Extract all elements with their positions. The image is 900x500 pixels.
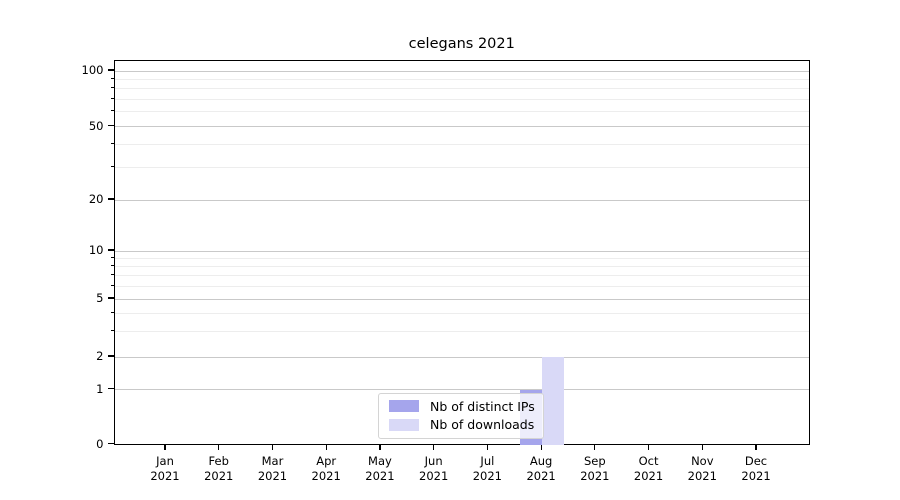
y-tickmark-minor — [110, 311, 114, 313]
bar-nb-of-downloads-aug — [542, 357, 565, 445]
y-gridline-minor — [114, 285, 809, 287]
x-tick-label-sep: Sep 2021 — [580, 453, 610, 483]
y-tickmark-minor — [110, 142, 114, 144]
y-gridline-minor — [114, 88, 809, 90]
x-tick-label-mar: Mar 2021 — [257, 453, 288, 483]
x-tickmark — [594, 444, 596, 450]
y-tickmark-minor — [110, 77, 114, 79]
y-tickmark-minor — [110, 256, 114, 258]
x-tickmark — [433, 444, 435, 450]
y-gridline-major — [114, 298, 809, 300]
y-gridline-minor — [114, 78, 809, 80]
chart-title: celegans 2021 — [408, 36, 515, 52]
y-tickmark — [108, 442, 114, 445]
y-tickmark-minor — [110, 110, 114, 112]
x-tick-label-apr: Apr 2021 — [311, 453, 341, 483]
y-gridline-minor — [114, 143, 809, 145]
y-gridline-minor — [114, 111, 809, 113]
y-tickmark — [108, 355, 114, 357]
y-tick-label: 0 — [96, 436, 104, 451]
y-tickmark — [108, 124, 114, 127]
x-tick-label-dec: Dec 2021 — [741, 453, 771, 483]
y-gridline-major — [114, 70, 809, 72]
y-tickmark-minor — [110, 264, 114, 266]
x-tickmark — [325, 444, 327, 450]
x-tick-label-nov: Nov 2021 — [687, 453, 717, 483]
y-gridline-minor — [114, 166, 809, 168]
y-tickmark — [108, 387, 114, 390]
y-tick-label: 10 — [88, 243, 104, 257]
x-tick-label-may: May 2021 — [365, 453, 395, 483]
y-tickmark-minor — [110, 284, 114, 286]
x-tickmark — [379, 444, 381, 450]
y-tickmark-minor — [110, 165, 114, 167]
y-gridline-minor — [114, 330, 809, 332]
legend-label-distinct-ips: Nb of distinct IPs — [430, 398, 535, 414]
x-tickmark — [218, 444, 220, 450]
y-gridline-major — [114, 126, 809, 127]
y-tick-label: 100 — [81, 63, 104, 77]
y-tickmark-minor — [110, 274, 114, 276]
legend-swatch-downloads-icon — [389, 418, 419, 431]
y-tickmark — [108, 297, 114, 299]
y-gridline-minor — [114, 99, 809, 101]
x-tickmark — [271, 444, 274, 450]
y-gridline-major — [114, 250, 809, 252]
legend: Nb of distinct IPs Nb of downloads — [378, 392, 544, 439]
y-tick-label: 2 — [96, 349, 104, 363]
x-tick-label-jul: Jul 2021 — [472, 453, 503, 483]
legend-swatch-distinct-ips-icon — [389, 400, 419, 413]
y-tickmark — [108, 249, 114, 251]
plot-area: Nb of distinct IPs Nb of downloads — [113, 59, 810, 445]
y-tickmark-minor — [110, 329, 114, 331]
y-tick-label: 50 — [88, 118, 104, 133]
x-tickmark — [540, 444, 542, 450]
x-tickmark — [164, 444, 166, 450]
legend-item-distinct-ips: Nb of distinct IPs — [389, 399, 535, 414]
x-tickmark — [647, 444, 650, 450]
x-tickmark — [486, 444, 488, 450]
y-tickmark-minor — [110, 98, 114, 100]
x-tick-label-jun: Jun 2021 — [419, 453, 449, 483]
y-tick-label: 5 — [96, 291, 104, 305]
x-tick-label-jan: Jan 2021 — [150, 453, 180, 483]
x-tick-label-feb: Feb 2021 — [204, 453, 234, 483]
y-tick-label: 1 — [96, 381, 104, 396]
y-gridline-major — [114, 356, 809, 358]
y-tickmark — [108, 198, 114, 200]
y-tickmark — [108, 69, 114, 71]
y-tick-label: 20 — [88, 192, 104, 206]
x-tick-label-aug: Aug 2021 — [526, 453, 556, 483]
y-gridline-minor — [114, 275, 809, 277]
y-gridline-minor — [114, 265, 809, 267]
y-gridline-major — [114, 199, 809, 201]
y-gridline-minor — [114, 312, 809, 314]
legend-item-downloads: Nb of downloads — [389, 417, 535, 432]
x-tickmark — [701, 444, 703, 450]
y-gridline-major — [114, 389, 809, 390]
y-gridline-minor — [114, 257, 809, 259]
x-tickmark — [755, 444, 757, 450]
x-tick-label-oct: Oct 2021 — [633, 453, 664, 483]
legend-label-downloads: Nb of downloads — [430, 417, 535, 433]
y-tickmark-minor — [110, 87, 114, 89]
